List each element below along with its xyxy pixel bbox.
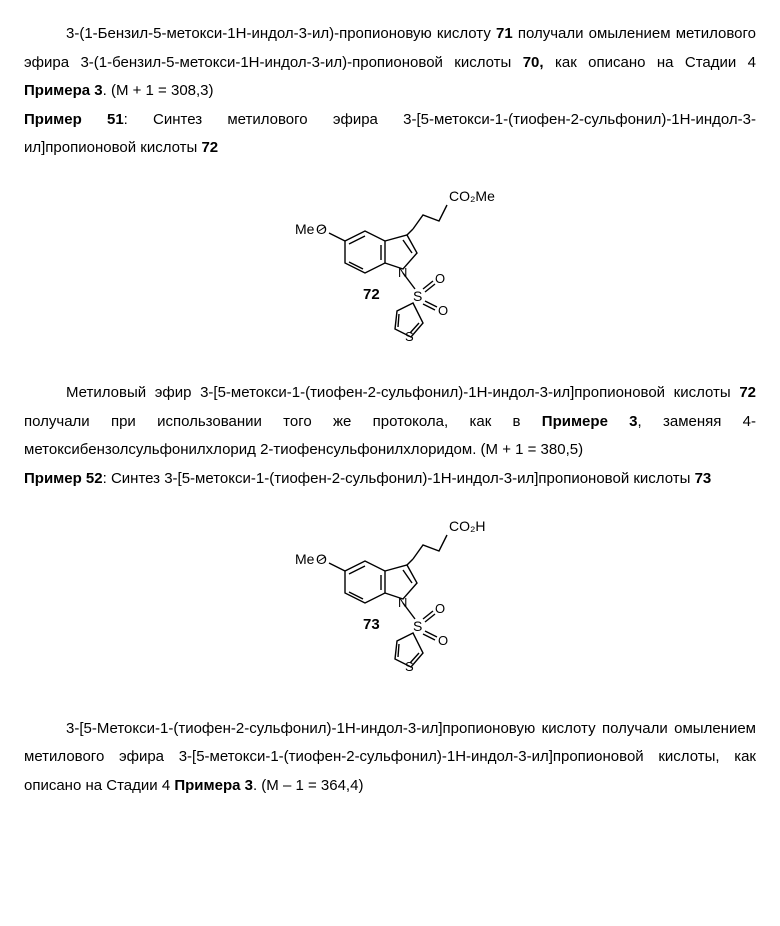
text: : Синтез 3-[5-метокси-1-(тиофен-2-сульфо… <box>103 470 695 487</box>
s-atom-thiophene: S <box>405 659 414 674</box>
compound-number: 72 <box>739 384 756 401</box>
meo-label: Me <box>295 551 315 567</box>
example-52-heading: Пример 52: Синтез 3-[5-метокси-1-(тиофен… <box>24 465 756 494</box>
text: . (М – 1 = 364,4) <box>253 777 363 794</box>
s-atom: S <box>413 288 422 304</box>
example-ref: Примере 3 <box>542 413 638 430</box>
text: 3-(1-Бензил-5-метокси-1Н-индол-3-ил)-про… <box>66 25 496 42</box>
o-atom: O <box>435 271 445 286</box>
o-atom: O <box>438 303 448 318</box>
chemical-structure-72: CO₂Me N Me O S O O <box>24 171 756 372</box>
text: : Синтез метилового эфира 3-[5-метокси-1… <box>24 111 756 157</box>
structure-svg: CO₂H N Me O S O O <box>275 501 505 696</box>
co2me-label: CO₂Me <box>449 188 495 204</box>
o-atom: O <box>438 633 448 648</box>
paragraph-3: 3-[5-Метокси-1-(тиофен-2-сульфонил)-1Н-и… <box>24 715 756 801</box>
text: получали при использовании того же прото… <box>24 413 542 430</box>
compound-number: 72 <box>201 139 218 156</box>
text: . (М + 1 = 308,3) <box>103 82 214 99</box>
text: как описано на Стадии 4 <box>544 54 756 71</box>
s-atom: S <box>413 618 422 634</box>
s-atom-thiophene: S <box>405 329 414 344</box>
example-ref: Примера 3 <box>24 82 103 99</box>
text: Метиловый эфир 3-[5-метокси-1-(тиофен-2-… <box>66 384 739 401</box>
example-label: Пример 51 <box>24 111 124 128</box>
example-label: Пример 52 <box>24 470 103 487</box>
o-atom: O <box>435 601 445 616</box>
paragraph-2: Метиловый эфир 3-[5-метокси-1-(тиофен-2-… <box>24 379 756 465</box>
meo-label: Me <box>295 221 315 237</box>
compound-number: 70, <box>523 54 544 71</box>
paragraph-1: 3-(1-Бензил-5-метокси-1Н-индол-3-ил)-про… <box>24 20 756 106</box>
compound-number: 71 <box>496 25 513 42</box>
example-ref: Примера 3 <box>174 777 253 794</box>
chemical-structure-73: CO₂H N Me O S O O <box>24 501 756 707</box>
structure-svg: CO₂Me N Me O S O O <box>275 171 505 361</box>
structure-number: 73 <box>363 616 380 633</box>
co2h-label: CO₂H <box>449 518 486 534</box>
example-51-heading: Пример 51: Синтез метилового эфира 3-[5-… <box>24 106 756 163</box>
text: 3-[5-Метокси-1-(тиофен-2-сульфонил)-1Н-и… <box>24 720 756 794</box>
compound-number: 73 <box>695 470 712 487</box>
structure-number: 72 <box>363 286 380 303</box>
